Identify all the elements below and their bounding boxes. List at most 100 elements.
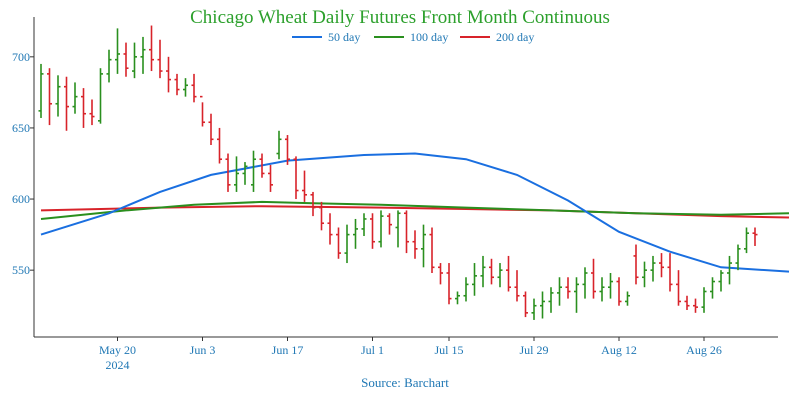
ohlc-bar (242, 162, 248, 185)
ohlc-bar (497, 263, 503, 288)
ohlc-bar (531, 298, 537, 320)
ohlc-bar (353, 218, 358, 249)
ohlc-bar (123, 42, 129, 77)
x-tick-label: Jun 17 (272, 343, 304, 357)
price-bars (38, 25, 758, 320)
ohlc-bar (565, 277, 571, 299)
ohlc-bar (633, 244, 639, 285)
ohlc-bar (480, 255, 486, 288)
ohlc-bar (650, 255, 656, 282)
legend: 50 day 100 day 200 day (292, 30, 534, 44)
ohlc-bar (446, 263, 452, 305)
legend-label-200: 200 day (496, 30, 534, 44)
ohlc-bar (574, 277, 579, 313)
ohlc-bar (106, 49, 112, 83)
ohlc-bar (472, 263, 477, 296)
ohlc-bar (115, 28, 120, 74)
ohlc-bar (174, 73, 180, 96)
x-tick-label: Aug 26 (686, 343, 722, 357)
ohlc-bar (183, 78, 188, 97)
ohlc-bar (319, 201, 324, 231)
ohlc-bar (132, 42, 137, 79)
legend-label-50: 50 day (328, 30, 360, 44)
ohlc-bar (412, 230, 418, 259)
ohlc-bar (378, 210, 384, 248)
ohlc-bar (489, 258, 494, 285)
ohlc-bar (387, 213, 392, 235)
legend-label-100: 100 day (410, 30, 448, 44)
ma-50-line (40, 152, 790, 273)
x-tick-label: Jul 1 (361, 343, 384, 357)
y-ticks: 550 600 650 700 (12, 50, 34, 277)
ohlc-bar (582, 267, 588, 299)
ohlc-bar (98, 68, 103, 124)
y-tick-label: 700 (12, 50, 30, 64)
ohlc-bar (438, 263, 443, 285)
ohlc-bar (149, 25, 154, 72)
ohlc-bar (47, 68, 52, 126)
ohlc-bar (591, 258, 596, 299)
ohlc-bar (251, 150, 256, 192)
source-label: Source: Barchart (361, 375, 449, 390)
ohlc-bar (81, 88, 86, 128)
ohlc-bar (55, 75, 61, 117)
ohlc-bar (89, 99, 95, 126)
ohlc-bar (293, 156, 299, 200)
ohlc-bar (557, 277, 562, 306)
y-tick-label: 550 (12, 263, 30, 277)
ohlc-bar (727, 255, 732, 285)
ohlc-bar (344, 224, 350, 264)
x-tick-label: Jun 3 (190, 343, 216, 357)
ohlc-bar (540, 291, 545, 319)
ohlc-bar (744, 227, 749, 254)
ohlc-bar (140, 36, 146, 74)
chart-title: Chicago Wheat Daily Futures Front Month … (190, 7, 610, 28)
ohlc-bar (701, 287, 707, 313)
ohlc-bar (302, 170, 307, 202)
ohlc-bar (310, 191, 316, 217)
ohlc-bar (548, 287, 554, 313)
ohlc-bar (718, 270, 724, 292)
ohlc-bar (225, 153, 231, 192)
ohlc-bar (200, 95, 205, 127)
x-tick-sublabel: 2024 (106, 358, 130, 372)
ohlc-bar (514, 270, 520, 302)
ohlc-bar (693, 298, 698, 313)
ohlc-bar (191, 73, 197, 103)
x-tick-label: Jul 29 (519, 343, 548, 357)
ohlc-bar (370, 213, 375, 249)
ohlc-bar (64, 76, 69, 131)
ohlc-bar (217, 127, 222, 164)
ohlc-bar (616, 277, 622, 306)
ohlc-bar (429, 227, 435, 273)
y-tick-label: 650 (12, 121, 30, 135)
ohlc-bar (285, 135, 290, 165)
x-tick-label: May 20 (99, 343, 136, 357)
ohlc-bar (676, 270, 681, 306)
ohlc-bar (276, 130, 282, 160)
ohlc-bar (268, 164, 273, 192)
x-tick-label: Jul 15 (434, 343, 463, 357)
ohlc-bar (327, 213, 333, 245)
ohlc-bar (336, 227, 341, 259)
ohlc-bar (667, 253, 673, 292)
ohlc-bar (625, 291, 630, 306)
ohlc-bar (166, 56, 171, 93)
ohlc-bar (208, 113, 214, 145)
moving-average-lines (40, 152, 790, 273)
ohlc-bar (608, 273, 613, 299)
ohlc-bar (421, 224, 426, 268)
ohlc-bar (395, 210, 401, 248)
ohlc-bar (455, 291, 460, 305)
ohlc-bar (752, 227, 758, 246)
ohlc-bar (234, 156, 239, 192)
ohlc-bar (361, 213, 367, 237)
ohlc-bar (72, 82, 78, 114)
ohlc-bar (599, 277, 605, 302)
x-tick-label: Aug 12 (601, 343, 637, 357)
ohlc-bar (259, 153, 265, 178)
ohlc-bar (523, 291, 528, 318)
ohlc-bar (157, 39, 163, 79)
